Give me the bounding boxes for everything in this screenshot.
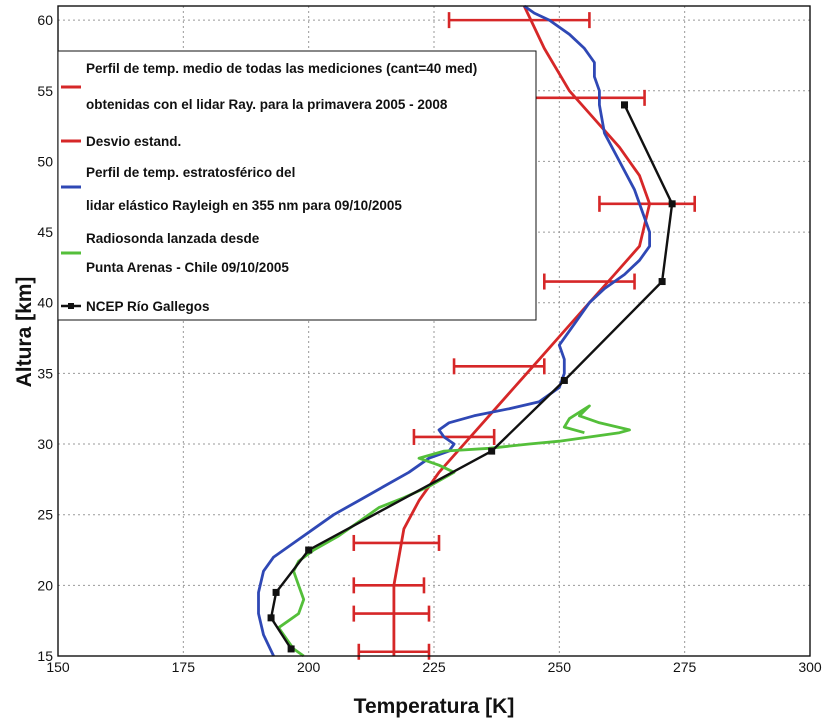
x-tick-label: 275 — [673, 659, 697, 675]
y-tick-label: 20 — [37, 577, 53, 593]
y-tick-label: 45 — [37, 224, 53, 240]
y-tick-label: 30 — [37, 436, 53, 452]
x-tick-label: 200 — [297, 659, 321, 675]
y-tick-label: 15 — [37, 648, 53, 664]
ncep-marker — [658, 278, 666, 286]
tick-labels: 150 175 200 225 250 275 300 15 20 25 30 35 40 45 50 55 6… — [37, 12, 821, 675]
ncep-marker — [488, 447, 496, 455]
y-tick-label: 55 — [37, 83, 53, 99]
y-tick-label: 35 — [37, 365, 53, 381]
ncep-marker — [560, 376, 568, 384]
lidar-profile-line — [257, 4, 651, 657]
legend-label-mean-profile-line1: Perfil de temp. medio de todas las medic… — [86, 61, 477, 76]
legend-label-std-dev: Desvio estand. — [86, 134, 181, 149]
ncep-marker — [668, 200, 676, 208]
x-tick-label: 150 — [46, 659, 70, 675]
legend-label-ncep: NCEP Río Gallegos — [86, 299, 210, 314]
legend-box — [57, 50, 537, 321]
ncep-marker — [305, 546, 313, 554]
legend-label-radiosonde-line1: Radiosonda lanzada desde — [86, 231, 260, 246]
x-tick-label: 250 — [548, 659, 572, 675]
ncep-marker — [272, 588, 280, 596]
y-tick-label: 40 — [37, 295, 53, 311]
y-tick-label: 50 — [37, 153, 53, 169]
series-layer — [257, 4, 696, 660]
legend-label-lidar-line1: Perfil de temp. estratosférico del — [86, 165, 295, 180]
y-axis-title: Altura [km] — [13, 277, 36, 388]
legend: Perfil de temp. medio de todas las medic… — [57, 50, 537, 321]
legend-swatch-ncep-marker — [68, 303, 74, 309]
ncep-marker — [267, 614, 275, 622]
legend-label-radiosonde-line2: Punta Arenas - Chile 09/10/2005 — [86, 260, 289, 275]
plot-frame — [57, 5, 811, 657]
legend-label-mean-profile-line2: obtenidas con el lidar Ray. para la prim… — [86, 97, 448, 112]
legend-label-lidar-line2: lidar elástico Rayleigh en 355 nm para 0… — [86, 198, 402, 213]
ncep-marker — [287, 645, 295, 653]
x-tick-label: 225 — [422, 659, 446, 675]
y-tick-label: 60 — [37, 12, 53, 28]
ncep-marker — [621, 101, 629, 109]
x-axis-title: Temperatura [K] — [354, 695, 515, 718]
x-tick-label: 175 — [172, 659, 196, 675]
x-tick-label: 300 — [798, 659, 822, 675]
y-tick-label: 25 — [37, 507, 53, 523]
